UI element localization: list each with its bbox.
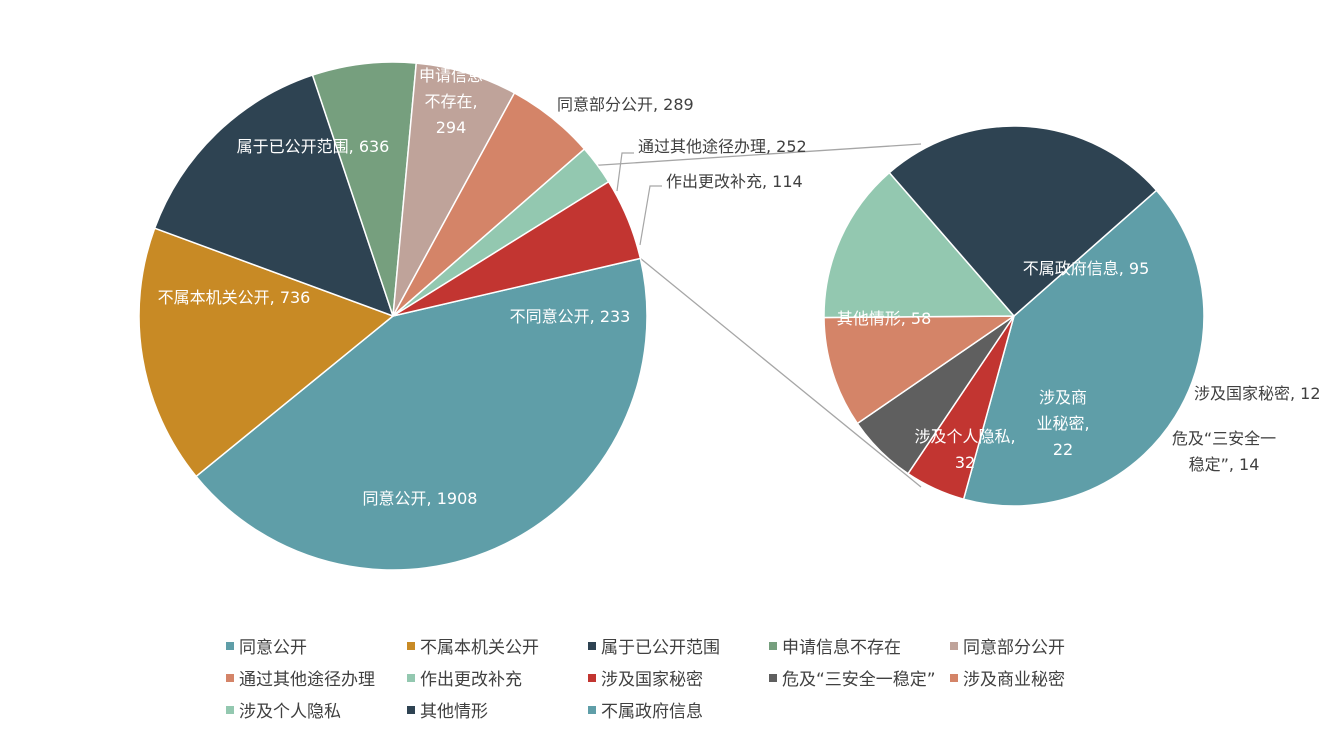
legend-label: 作出更改补充	[420, 670, 522, 690]
legend-label: 通过其他途径办理	[239, 670, 375, 690]
legend-label: 涉及商业秘密	[963, 670, 1065, 690]
main-label-published: 属于已公开范围, 636	[237, 137, 390, 156]
pie-slice-not_this_org	[138, 227, 394, 478]
legend-swatch	[950, 673, 958, 682]
legend-item: 涉及商业秘密	[950, 666, 1131, 690]
pie-slice-published	[153, 74, 394, 317]
main-label-other_channel: 通过其他途径办理, 252	[638, 137, 807, 156]
secondary-pie	[823, 125, 1205, 507]
main-label-not_exist: 申请信息不存在, 294	[419, 66, 483, 137]
legend-item: 申请信息不存在	[769, 634, 950, 658]
legend-label: 危及“三安全一稳定”	[782, 670, 936, 690]
legend: 同意公开 不属本机关公开 属于已公开范围 申请信息不存在 同意部分公开通过其他途径办理 作…	[226, 634, 1126, 722]
legend-label: 同意部分公开	[963, 638, 1065, 658]
legend-item: 同意部分公开	[950, 634, 1131, 658]
legend-swatch	[588, 673, 596, 682]
pie-slice-other	[888, 125, 1158, 317]
pie-slice-agree	[195, 257, 648, 571]
legend-item: 不属政府信息	[588, 698, 769, 722]
leader-lines	[616, 152, 662, 246]
connector-lines	[597, 143, 922, 488]
sec-label-non_gov: 不属政府信息, 95	[1023, 259, 1150, 278]
legend-swatch	[769, 673, 777, 682]
slice-labels: 同意公开, 1908 不属本机关公开, 736 属于已公开范围, 636 申请信息不存…	[158, 66, 1321, 508]
legend-label: 涉及个人隐私	[239, 702, 341, 722]
pie-slice-disagree	[392, 181, 642, 317]
leader-line-correction	[639, 185, 662, 246]
legend-swatch	[407, 641, 415, 650]
legend-label: 不属本机关公开	[420, 638, 539, 658]
legend-label: 申请信息不存在	[782, 638, 901, 658]
legend-item: 作出更改补充	[407, 666, 588, 690]
legend-label: 其他情形	[420, 702, 488, 722]
legend-label: 同意公开	[239, 638, 307, 658]
legend-swatch	[407, 705, 415, 714]
legend-swatch	[769, 641, 777, 650]
legend-item: 其他情形	[407, 698, 588, 722]
connector-line-bottom	[639, 257, 922, 488]
leader-line-other_channel	[616, 152, 634, 192]
legend-item: 危及“三安全一稳定”	[769, 666, 950, 690]
main-label-not_this_org: 不属本机关公开, 736	[158, 288, 311, 307]
main-label-agree: 同意公开, 1908	[363, 489, 478, 508]
legend-swatch	[407, 673, 415, 682]
sec-label-business_secret: 涉及商业秘密, 22	[1036, 388, 1089, 459]
legend-swatch	[588, 705, 596, 714]
main-label-disagree: 不同意公开, 233	[510, 307, 631, 326]
legend-swatch	[588, 641, 596, 650]
legend-item: 通过其他途径办理	[226, 666, 407, 690]
pie-slice-privacy	[823, 171, 1015, 319]
connector-line-top	[597, 143, 922, 166]
sec-label-privacy: 涉及个人隐私, 32	[914, 427, 1015, 472]
legend-label: 涉及国家秘密	[601, 670, 703, 690]
legend-swatch	[226, 705, 234, 714]
legend-item: 涉及国家秘密	[588, 666, 769, 690]
legend-swatch	[950, 641, 958, 650]
pie-of-pie-chart: 同意公开, 1908 不属本机关公开, 736 属于已公开范围, 636 申请信息不存…	[138, 61, 1321, 571]
main-label-partial: 同意部分公开, 289	[557, 95, 694, 114]
sec-label-other: 其他情形, 58	[837, 309, 932, 328]
legend-item: 不属本机关公开	[407, 634, 588, 658]
main-label-correction: 作出更改补充, 114	[666, 172, 803, 191]
legend-label: 不属政府信息	[601, 702, 703, 722]
legend-item: 属于已公开范围	[588, 634, 769, 658]
legend-swatch	[226, 673, 234, 682]
legend-swatch	[226, 641, 234, 650]
sec-label-three_safety: 危及“三安全一稳定”, 14	[1172, 429, 1276, 474]
pie-slice-business_secret	[823, 315, 1015, 425]
main-pie	[138, 61, 648, 571]
legend-label: 属于已公开范围	[601, 638, 720, 658]
sec-label-state_secret: 涉及国家秘密, 12	[1194, 384, 1321, 403]
legend-item: 涉及个人隐私	[226, 698, 407, 722]
pie-slice-non_gov	[962, 189, 1205, 507]
legend-item: 同意公开	[226, 634, 407, 658]
